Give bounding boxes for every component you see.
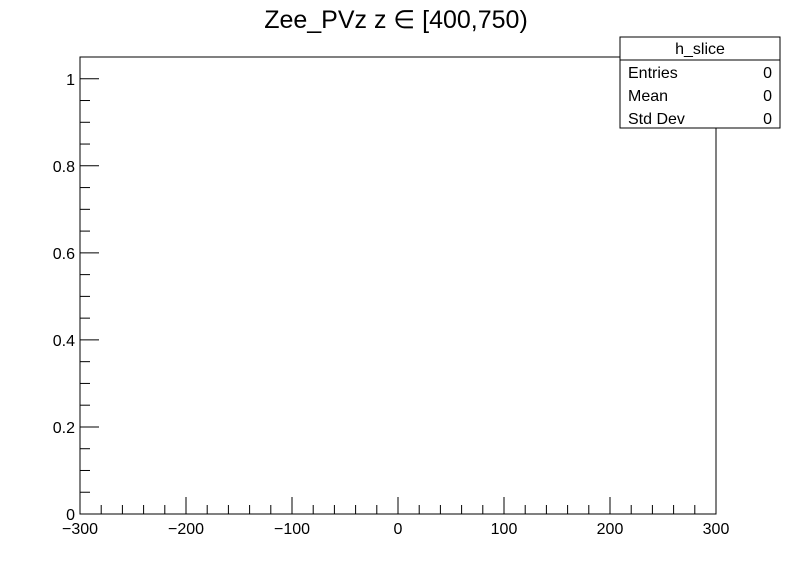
stats-entries-value: 0 [763,65,772,82]
stats-entries-label: Entries [628,65,678,82]
y-tick-label: 1 [66,72,75,89]
x-tick-label: 300 [703,521,730,538]
x-tick-label: 200 [597,521,624,538]
x-axis: −300 −200 −100 0 100 200 300 [62,497,729,538]
stats-box: h_slice Entries 0 Mean 0 Std Dev 0 [619,36,781,129]
stats-mean-label: Mean [628,88,668,105]
chart-title: Zee_PVz z ∈ [400,750) [264,6,528,34]
stats-stddev-value: 0 [763,111,772,128]
y-tick-label: 0.8 [53,159,75,176]
y-axis: 0 0.2 0.4 0.6 0.8 1 [53,56,99,524]
x-tick-label: 100 [491,521,518,538]
x-tick-label: −100 [274,521,310,538]
y-tick-label: 0.6 [53,246,75,263]
x-tick-label: 0 [394,521,403,538]
stats-box-title: h_slice [675,41,725,58]
y-tick-label: 0.2 [53,420,75,437]
stats-mean-value: 0 [763,88,772,105]
x-tick-label: −200 [168,521,204,538]
x-tick-label: −300 [62,521,98,538]
y-tick-label: 0.4 [53,333,75,350]
y-tick-label: 0 [66,507,75,524]
stats-stddev-label: Std Dev [628,111,685,128]
stats-box-frame [619,36,781,129]
